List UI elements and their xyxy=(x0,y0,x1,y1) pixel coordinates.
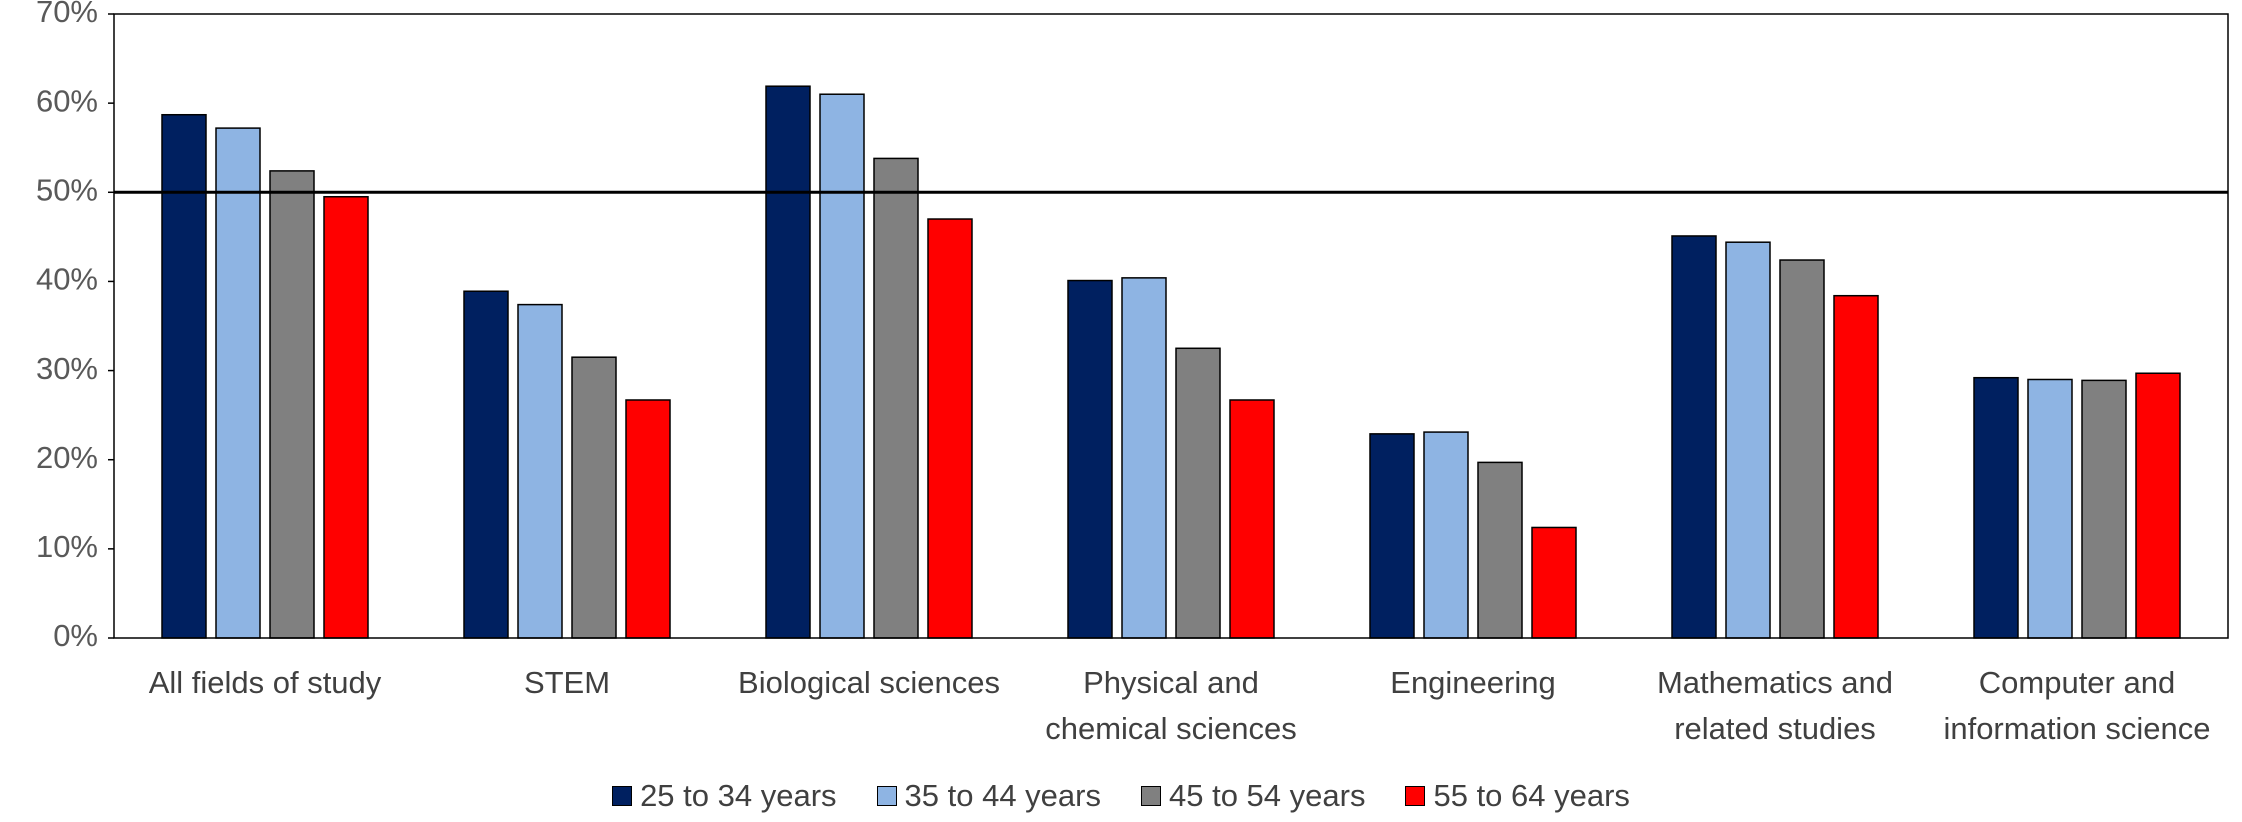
legend: 25 to 34 years 35 to 44 years 45 to 54 yea… xyxy=(0,778,2242,814)
plot-border xyxy=(113,13,2229,639)
y-tick-label: 20% xyxy=(36,440,98,475)
bar xyxy=(819,93,865,639)
bar xyxy=(1067,279,1113,639)
bar xyxy=(323,195,369,639)
bar xyxy=(1779,259,1825,639)
legend-label: 35 to 44 years xyxy=(904,778,1101,813)
bar xyxy=(463,290,509,639)
y-tick-label: 60% xyxy=(36,83,98,118)
legend-label: 45 to 54 years xyxy=(1169,778,1366,813)
y-tick-label: 50% xyxy=(36,172,98,207)
bar xyxy=(1477,461,1523,639)
legend-item: 35 to 44 years xyxy=(876,778,1101,814)
legend-item: 55 to 64 years xyxy=(1405,778,1630,814)
legend-swatch xyxy=(876,786,897,806)
bar xyxy=(1175,347,1221,639)
bar xyxy=(873,157,919,639)
y-tick-label: 70% xyxy=(36,0,98,29)
x-tick-label: All fields of study xyxy=(148,665,382,700)
legend-item: 45 to 54 years xyxy=(1141,778,1365,814)
bar xyxy=(927,218,973,639)
bar xyxy=(1369,433,1415,639)
bar xyxy=(1973,376,2019,639)
legend-item: 25 to 34 years xyxy=(612,778,837,814)
bar xyxy=(517,303,563,639)
legend-swatch xyxy=(1405,786,1426,806)
x-tick-label: Biological sciences xyxy=(738,665,1000,700)
bar xyxy=(571,356,617,639)
x-tick-label: Engineering xyxy=(1390,665,1556,700)
x-tick-label: Physical and chemical sciences xyxy=(1045,665,1297,746)
bar xyxy=(2135,372,2181,639)
legend-label: 55 to 64 years xyxy=(1433,778,1630,813)
bar xyxy=(1833,294,1879,639)
bar xyxy=(1725,241,1771,639)
y-tick-label: 30% xyxy=(36,351,98,386)
bar xyxy=(1671,235,1717,639)
bar xyxy=(215,127,261,639)
y-tick-label: 40% xyxy=(36,262,98,297)
bar xyxy=(269,170,315,639)
legend-label: 25 to 34 years xyxy=(640,778,837,813)
bar xyxy=(1229,399,1275,639)
bar xyxy=(2027,378,2073,639)
legend-swatch xyxy=(1141,786,1161,806)
x-tick-label: STEM xyxy=(523,665,611,700)
legend-swatch xyxy=(612,786,633,806)
y-tick-label: 10% xyxy=(36,529,98,564)
x-tick-label: Mathematics and related studies xyxy=(1656,665,1894,746)
x-tick-label: Computer and information science xyxy=(1943,665,2211,746)
bar xyxy=(161,113,207,639)
bar xyxy=(1531,526,1577,639)
bar xyxy=(1423,431,1469,639)
bar xyxy=(1121,277,1167,639)
y-tick-label: 0% xyxy=(53,618,98,653)
bar xyxy=(2081,379,2127,639)
bar xyxy=(765,85,811,639)
bar xyxy=(625,399,671,639)
